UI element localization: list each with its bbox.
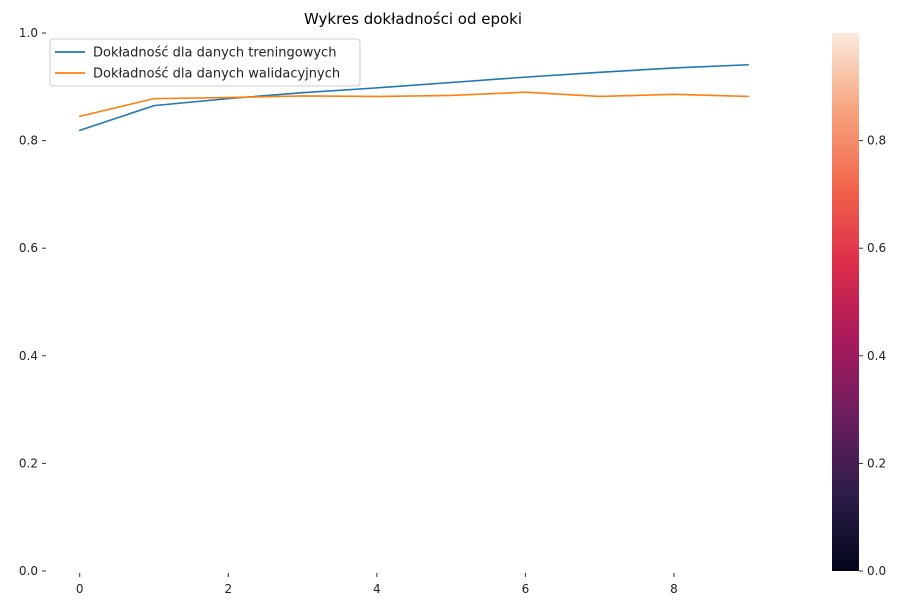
x-tick-label: 8 — [670, 582, 678, 596]
data-point — [376, 87, 378, 89]
y-tick-label: 0.2 — [19, 456, 38, 470]
legend-label: Dokładność dla danych treningowych — [93, 46, 336, 61]
y-tick-label: 0.6 — [19, 241, 38, 255]
colorbar-strip — [832, 33, 859, 571]
x-tick-label: 0 — [76, 582, 84, 596]
y-tick-label: 0.8 — [19, 134, 38, 148]
colorbar-tick-label: 0.4 — [867, 349, 886, 363]
data-point — [747, 95, 750, 98]
x-tick-label: 4 — [373, 582, 381, 596]
colorbar-tick-label: 0.8 — [867, 134, 886, 148]
data-point — [673, 67, 675, 69]
y-tick-label: 0.4 — [19, 349, 38, 363]
colorbar-tick-label: 0.6 — [867, 241, 886, 255]
colorbar-tick-label: 0.0 — [867, 564, 886, 578]
legend-label: Dokładność dla danych walidacyjnych — [93, 67, 340, 82]
legend: Dokładność dla danych treningowych Dokład… — [49, 38, 361, 87]
data-point — [301, 95, 304, 97]
data-point — [673, 93, 675, 96]
data-point — [153, 97, 155, 100]
data-point — [524, 76, 527, 78]
data-point — [524, 91, 527, 93]
data-point — [227, 96, 230, 99]
x-tick-label: 6 — [522, 582, 530, 596]
data-point — [450, 94, 452, 97]
colorbar: 0.0 0.2 0.4 0.6 0.8 — [832, 33, 886, 578]
data-point — [747, 63, 750, 66]
data-point — [376, 95, 378, 98]
data-point — [78, 129, 81, 132]
legend-box — [49, 38, 361, 87]
colorbar-tick-label: 0.2 — [867, 456, 886, 470]
y-tick-label: 0.0 — [19, 564, 38, 578]
series-line-1 — [79, 91, 749, 118]
y-axis: 0.0 0.2 0.4 0.6 0.8 1.0 — [19, 26, 46, 578]
data-point — [78, 115, 81, 118]
series-lines — [78, 63, 750, 132]
y-tick-label: 1.0 — [19, 26, 38, 40]
x-tick-label: 2 — [224, 582, 232, 596]
data-point — [598, 71, 601, 74]
data-point — [450, 81, 452, 84]
x-axis: 0 2 4 6 8 — [76, 573, 678, 596]
data-point — [153, 104, 155, 107]
chart-title: Wykres dokładności od epoki — [304, 10, 522, 28]
data-point — [301, 91, 304, 94]
series-line-0 — [79, 63, 749, 132]
data-point — [598, 95, 601, 98]
